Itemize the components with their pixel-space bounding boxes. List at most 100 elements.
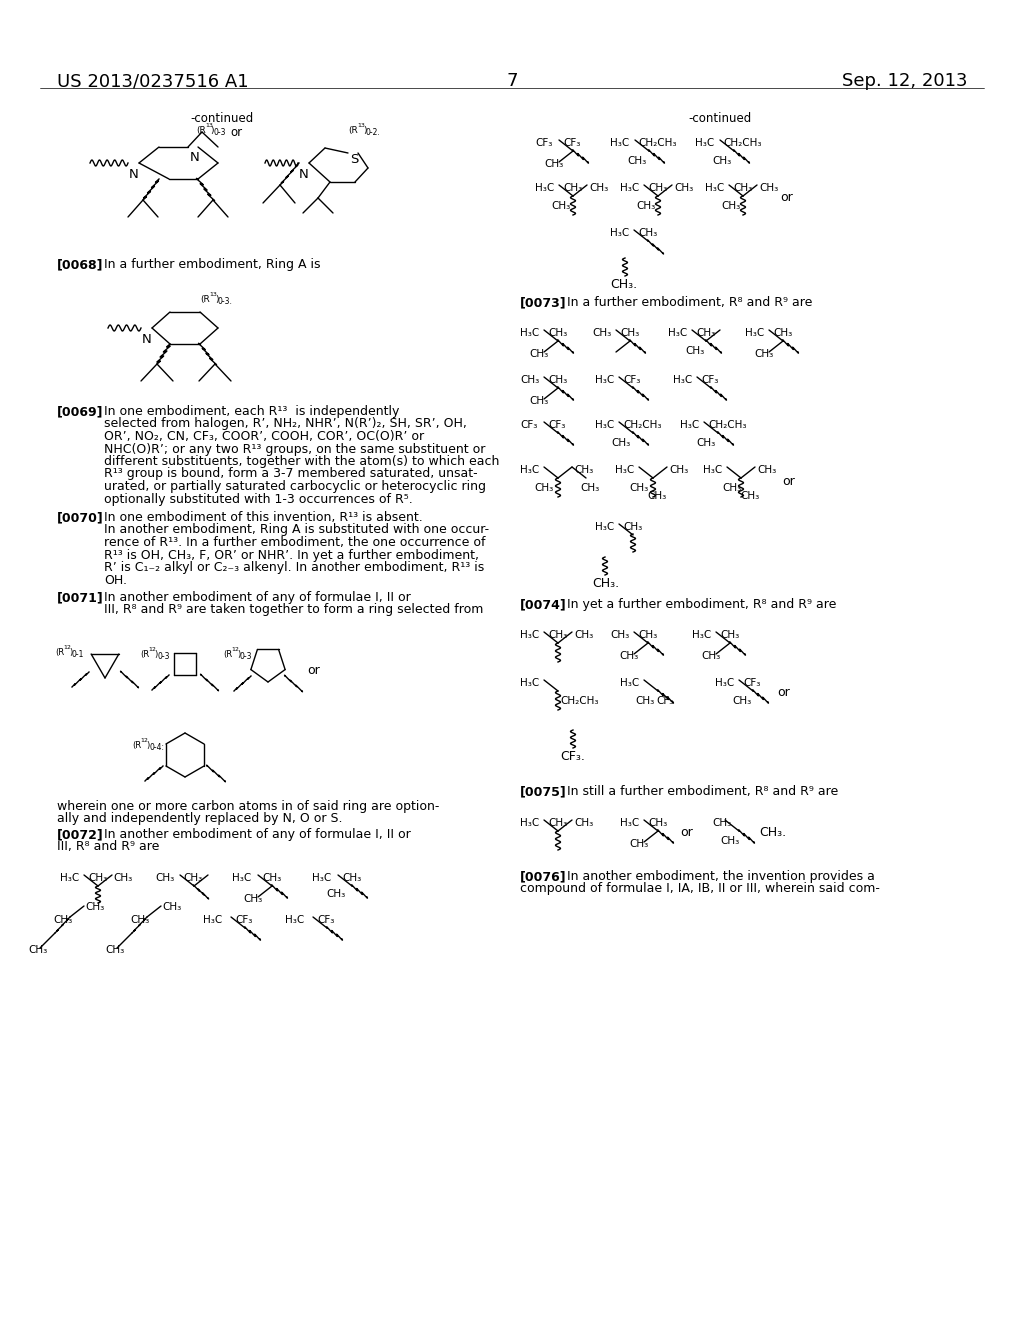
- Text: CH₃: CH₃: [722, 483, 741, 492]
- Text: H₃C: H₃C: [232, 873, 251, 883]
- Text: CH₃: CH₃: [638, 630, 657, 640]
- Text: CH₃: CH₃: [648, 183, 668, 193]
- Text: or: or: [782, 475, 795, 488]
- Text: CH₃: CH₃: [113, 873, 132, 883]
- Text: CH₃: CH₃: [88, 873, 108, 883]
- Text: CH₃: CH₃: [754, 348, 773, 359]
- Text: CH₃: CH₃: [620, 327, 639, 338]
- Text: H₃C: H₃C: [703, 465, 722, 475]
- Text: CH₃: CH₃: [548, 818, 567, 828]
- Text: CH₃: CH₃: [629, 840, 648, 849]
- Text: N: N: [299, 168, 309, 181]
- Text: CH₃: CH₃: [623, 521, 642, 532]
- Text: N: N: [129, 168, 138, 181]
- Text: CH₂CH₃: CH₂CH₃: [708, 420, 746, 430]
- Text: [0076]: [0076]: [520, 870, 566, 883]
- Text: CH₂CH₃: CH₂CH₃: [560, 696, 598, 706]
- Text: CH₃: CH₃: [548, 375, 567, 385]
- Text: [0072]: [0072]: [57, 828, 103, 841]
- Text: 0-3.: 0-3.: [218, 297, 232, 306]
- Text: (R: (R: [348, 125, 357, 135]
- Text: ): ): [210, 125, 213, 135]
- Text: H₃C: H₃C: [695, 139, 715, 148]
- Text: or: or: [777, 686, 790, 700]
- Text: CH₃.: CH₃.: [759, 826, 786, 840]
- Text: CH₃: CH₃: [243, 894, 262, 904]
- Text: CF₃: CF₃: [656, 696, 674, 706]
- Text: CH₃.: CH₃.: [592, 577, 620, 590]
- Text: H₃C: H₃C: [60, 873, 79, 883]
- Text: CH₃: CH₃: [529, 396, 548, 407]
- Text: CH₃: CH₃: [544, 158, 563, 169]
- Text: CH₃: CH₃: [696, 438, 715, 447]
- Text: OR’, NO₂, CN, CF₃, COOR’, COOH, COR’, OC(O)R’ or: OR’, NO₂, CN, CF₃, COOR’, COOH, COR’, OC…: [104, 430, 424, 444]
- Text: urated, or partially saturated carbocyclic or heterocyclic ring: urated, or partially saturated carbocycl…: [104, 480, 486, 492]
- Text: H₃C: H₃C: [680, 420, 699, 430]
- Text: CF₃: CF₃: [623, 375, 640, 385]
- Text: 0-3: 0-3: [157, 652, 170, 661]
- Text: H₃C: H₃C: [610, 139, 630, 148]
- Text: CF₃: CF₃: [743, 678, 761, 688]
- Text: CH₃: CH₃: [629, 483, 648, 492]
- Text: N: N: [190, 150, 200, 164]
- Text: Sep. 12, 2013: Sep. 12, 2013: [842, 73, 967, 90]
- Text: CH₃: CH₃: [551, 201, 570, 211]
- Text: CH₃: CH₃: [720, 836, 739, 846]
- Text: H₃C: H₃C: [668, 327, 687, 338]
- Text: [0068]: [0068]: [57, 257, 103, 271]
- Text: CF₃.: CF₃.: [560, 750, 585, 763]
- Text: 13: 13: [205, 123, 213, 128]
- Text: or: or: [307, 664, 319, 677]
- Text: ally and independently replaced by N, O or S.: ally and independently replaced by N, O …: [57, 812, 342, 825]
- Text: CH₃: CH₃: [342, 873, 361, 883]
- Text: CH₃: CH₃: [757, 465, 776, 475]
- Text: CH₃: CH₃: [740, 491, 759, 502]
- Text: CH₃: CH₃: [701, 651, 720, 661]
- Text: CH₃: CH₃: [618, 651, 638, 661]
- Text: CH₃: CH₃: [733, 183, 753, 193]
- Text: CH₃: CH₃: [563, 183, 583, 193]
- Text: CF₃: CF₃: [563, 139, 581, 148]
- Text: H₃C: H₃C: [692, 630, 712, 640]
- Text: III, R⁸ and R⁹ are: III, R⁸ and R⁹ are: [57, 840, 160, 853]
- Text: CH₂CH₃: CH₂CH₃: [723, 139, 762, 148]
- Text: In another embodiment of any of formulae I, II or: In another embodiment of any of formulae…: [104, 591, 411, 605]
- Text: H₃C: H₃C: [520, 465, 540, 475]
- Text: selected from halogen, R’, NH₂, NHR’, N(R’)₂, SH, SR’, OH,: selected from halogen, R’, NH₂, NHR’, N(…: [104, 417, 467, 430]
- Text: CH₃: CH₃: [721, 201, 740, 211]
- Text: H₃C: H₃C: [595, 420, 614, 430]
- Text: [0071]: [0071]: [57, 591, 103, 605]
- Text: H₃C: H₃C: [285, 915, 304, 925]
- Text: [0075]: [0075]: [520, 785, 566, 799]
- Text: CH₃: CH₃: [759, 183, 778, 193]
- Text: In one embodiment of this invention, R¹³ is absent.: In one embodiment of this invention, R¹³…: [104, 511, 423, 524]
- Text: In another embodiment of any of formulae I, II or: In another embodiment of any of formulae…: [104, 828, 411, 841]
- Text: H₃C: H₃C: [520, 678, 540, 688]
- Text: CH₃: CH₃: [574, 818, 593, 828]
- Text: R’ is C₁₋₂ alkyl or C₂₋₃ alkenyl. In another embodiment, R¹³ is: R’ is C₁₋₂ alkyl or C₂₋₃ alkenyl. In ano…: [104, 561, 484, 574]
- Text: H₃C: H₃C: [520, 630, 540, 640]
- Text: CH₃: CH₃: [574, 465, 593, 475]
- Text: H₃C: H₃C: [705, 183, 724, 193]
- Text: CH₃: CH₃: [262, 873, 282, 883]
- Text: (R: (R: [223, 649, 232, 659]
- Text: CF₃: CF₃: [317, 915, 335, 925]
- Text: -continued: -continued: [688, 112, 752, 125]
- Text: In yet a further embodiment, R⁸ and R⁹ are: In yet a further embodiment, R⁸ and R⁹ a…: [567, 598, 837, 611]
- Text: In another embodiment, Ring A is substituted with one occur-: In another embodiment, Ring A is substit…: [104, 524, 489, 536]
- Text: CH₃: CH₃: [712, 156, 731, 166]
- Text: CH₃: CH₃: [85, 902, 104, 912]
- Text: CF₃: CF₃: [520, 420, 538, 430]
- Text: In another embodiment, the invention provides a: In another embodiment, the invention pro…: [567, 870, 874, 883]
- Text: H₃C: H₃C: [673, 375, 692, 385]
- Text: CH₃: CH₃: [592, 327, 611, 338]
- Text: or: or: [680, 826, 693, 840]
- Text: 12: 12: [148, 647, 156, 652]
- Text: CH₃: CH₃: [28, 945, 47, 954]
- Text: or: or: [230, 125, 242, 139]
- Text: H₃C: H₃C: [595, 521, 614, 532]
- Text: 0-3: 0-3: [213, 128, 225, 137]
- Text: R¹³ group is bound, form a 3-7 membered saturated, unsat-: R¹³ group is bound, form a 3-7 membered …: [104, 467, 477, 480]
- Text: H₃C: H₃C: [595, 375, 614, 385]
- Text: ): ): [154, 649, 158, 659]
